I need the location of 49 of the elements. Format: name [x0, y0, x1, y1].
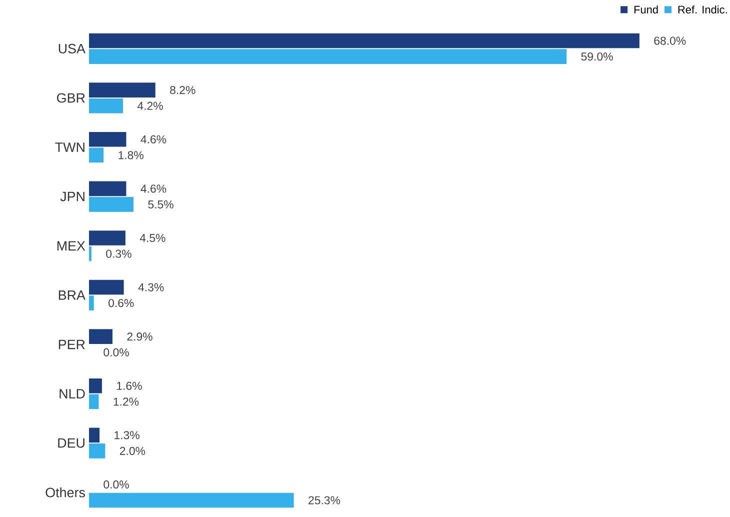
- bar: [89, 444, 106, 458]
- bar: [89, 49, 567, 64]
- data-label: 1.3%: [114, 431, 140, 440]
- bar: [89, 181, 126, 196]
- bar: [89, 296, 94, 310]
- data-label: 25.3%: [308, 496, 340, 504]
- data-label: 0.6%: [108, 298, 134, 308]
- data-label: 1.2%: [114, 398, 139, 406]
- data-label: 8.2%: [170, 86, 196, 94]
- data-label: 2.9%: [127, 332, 152, 341]
- bar: [89, 82, 156, 98]
- y-tick-label: Others: [46, 487, 85, 498]
- data-label: 0.0%: [104, 348, 129, 356]
- data-label: 0.0%: [104, 480, 129, 489]
- data-label: 2.0%: [120, 446, 146, 455]
- y-tick-label: MEX: [57, 241, 86, 250]
- bar: [89, 132, 126, 147]
- bar: [89, 98, 123, 114]
- bar: [89, 148, 104, 163]
- bar: [89, 230, 126, 246]
- bar: [89, 492, 294, 508]
- data-label: 4.6%: [140, 184, 166, 193]
- bar: [89, 280, 124, 295]
- y-tick-label: GBR: [57, 93, 85, 103]
- bar: [89, 394, 99, 410]
- data-label: 59.0%: [581, 52, 613, 61]
- y-tick-label: BRA: [58, 290, 86, 300]
- data-label: 68.0%: [654, 36, 686, 45]
- data-label: 1.6%: [117, 382, 142, 390]
- bar: [89, 197, 134, 212]
- data-label: 1.8%: [118, 151, 144, 160]
- data-label: 4.2%: [137, 102, 163, 110]
- data-label: 5.5%: [148, 200, 174, 208]
- y-tick-label: PER: [58, 340, 85, 350]
- y-tick-label: USA: [58, 44, 86, 54]
- data-label: 4.3%: [138, 283, 164, 292]
- y-tick-label: JPN: [60, 192, 84, 202]
- bar: [89, 428, 100, 443]
- bar: [89, 33, 640, 48]
- bar: [89, 378, 102, 394]
- data-label: 4.5%: [140, 234, 166, 242]
- legend-label: Fund: [634, 5, 658, 14]
- y-tick-label: NLD: [60, 389, 85, 398]
- data-label: 4.6%: [140, 135, 166, 144]
- y-tick-label: TWN: [55, 142, 84, 152]
- y-tick-label: DEU: [58, 438, 84, 448]
- bar: [89, 329, 112, 344]
- legend-label: Ref. Indic.: [678, 5, 727, 14]
- data-label: 0.3%: [106, 250, 132, 258]
